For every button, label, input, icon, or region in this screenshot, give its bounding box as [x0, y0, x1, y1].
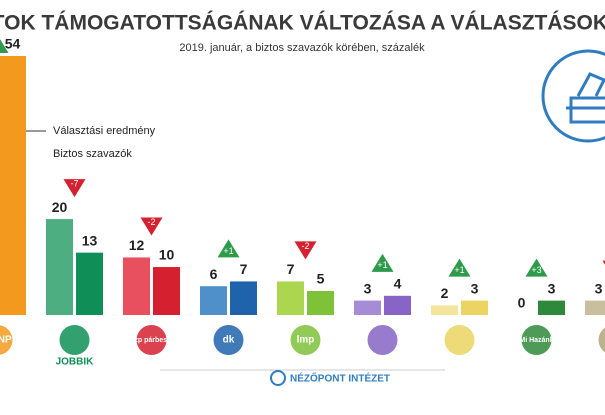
- party-logo: [445, 325, 475, 355]
- bar: [384, 296, 411, 315]
- bar: [431, 305, 458, 315]
- bar: [461, 301, 488, 315]
- change-label: +1: [454, 265, 464, 275]
- bar: [0, 56, 26, 315]
- change-label: -2: [147, 217, 155, 227]
- bar: [76, 253, 103, 315]
- value-label: 3: [471, 280, 479, 296]
- value-label: 0: [518, 295, 526, 311]
- bar: [46, 219, 73, 315]
- chart-subtitle: 2019. január, a biztos szavazók körében,…: [179, 42, 425, 54]
- chart-title: PÁRTOK TÁMOGATOTTSÁGÁNAK VÁLTOZÁSA A VÁL…: [0, 11, 605, 35]
- value-label: 4: [394, 276, 402, 292]
- change-label: +3: [531, 265, 541, 275]
- party-logo-text: JOBBIK: [56, 357, 95, 368]
- value-label: 13: [82, 232, 98, 248]
- change-label: +1: [223, 246, 233, 256]
- party-logo-text: mszp párbeszéd: [124, 337, 178, 344]
- value-label: 10: [159, 247, 175, 263]
- change-label: -2: [301, 241, 309, 251]
- value-label: 3: [595, 280, 603, 296]
- party-logo-text: lmp: [297, 335, 315, 346]
- value-label: 12: [129, 237, 145, 253]
- value-label: 7: [240, 261, 248, 277]
- footer-logo: [271, 371, 285, 385]
- legend-label: Választási eredmény: [53, 125, 156, 137]
- party-logo-text: Mi Hazánk: [519, 337, 553, 344]
- bar: [277, 281, 304, 315]
- party-logo-text: KDNP: [0, 335, 12, 346]
- bar: [307, 291, 334, 315]
- ballot-icon: [543, 51, 605, 141]
- value-label: 20: [52, 199, 68, 215]
- party-logo: [60, 325, 90, 355]
- value-label: 5: [317, 271, 325, 287]
- footer-source: NÉZŐPONT INTÉZET: [290, 372, 390, 385]
- value-label: 6: [210, 266, 218, 282]
- value-label: 7: [287, 261, 295, 277]
- change-label: +1: [377, 260, 387, 270]
- bar: [153, 267, 180, 315]
- value-label: 3: [364, 280, 372, 296]
- party-logo: [599, 325, 605, 355]
- change-label: -7: [70, 178, 78, 188]
- value-label: 3: [548, 280, 556, 296]
- bar: [230, 281, 257, 315]
- value-label: 54: [5, 36, 21, 52]
- party-logo-text: dk: [223, 335, 235, 346]
- bar: [123, 257, 150, 315]
- bar: [200, 286, 227, 315]
- legend-label: Biztos szavazók: [53, 148, 132, 160]
- value-label: 2: [441, 285, 449, 301]
- bar: [585, 301, 605, 315]
- party-logo: [368, 325, 398, 355]
- bar: [538, 301, 565, 315]
- bar: [354, 301, 381, 315]
